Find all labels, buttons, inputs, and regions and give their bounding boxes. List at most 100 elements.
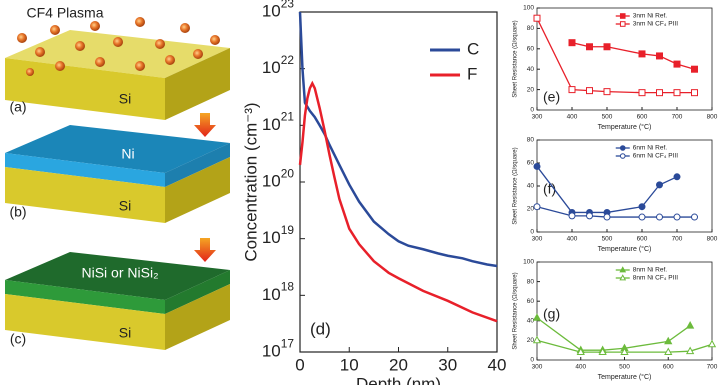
panel-label: (c) — [10, 331, 26, 347]
chart: 0 10 20 30 401017101810191020102110221023Dep… — [241, 0, 506, 385]
marker — [603, 43, 611, 51]
marker — [656, 213, 663, 221]
marker — [586, 87, 593, 95]
arrow — [194, 238, 216, 262]
y-axis-label: Sheet Resistance (Ω/square) — [513, 20, 519, 97]
marker — [656, 89, 663, 97]
legend-label: 3nm Ni Ref. — [633, 13, 668, 20]
marker — [673, 89, 681, 97]
marker — [638, 203, 646, 211]
series-line — [298, 11, 498, 268]
marker — [620, 347, 629, 356]
marker — [586, 212, 593, 220]
y-axis-label: Sheet Resistance (Ω/square) — [513, 272, 519, 349]
x-tick-label: 800 — [707, 114, 718, 121]
x-tick-label: 600 — [637, 114, 648, 121]
marker — [656, 52, 663, 60]
x-tick-label: 400 — [575, 364, 586, 371]
legend-label: 6nm Ni CF₄ PIII — [633, 153, 678, 160]
y-tick-label: 60 — [527, 46, 535, 53]
marker — [598, 347, 607, 356]
marker — [691, 213, 698, 221]
marker — [691, 65, 698, 73]
y-tick-label: 20 — [527, 86, 535, 93]
marker — [638, 213, 646, 221]
marker — [619, 145, 626, 151]
y-tick-label: 20 — [527, 206, 535, 213]
y-tick-label: 40 — [527, 183, 535, 190]
x-tick-label: 400 — [567, 236, 578, 243]
exponent: 20 — [281, 166, 295, 180]
panel-label: (d) — [310, 319, 331, 338]
x-tick-label: 300 — [532, 114, 543, 121]
marker — [673, 173, 681, 181]
marker — [664, 347, 673, 356]
panel-label: (e) — [543, 89, 560, 105]
marker — [533, 203, 541, 211]
x-tick-label: 500 — [602, 236, 613, 243]
y-tick-label: 80 — [527, 25, 535, 32]
y-tick-label: 1021 — [262, 110, 295, 134]
y-tick-label: 20 — [527, 337, 535, 344]
marker — [619, 13, 626, 19]
marker — [532, 313, 542, 321]
x-tick-label: 700 — [707, 364, 718, 371]
marker — [685, 321, 695, 329]
y-tick-label: 40 — [527, 66, 535, 73]
plot-frame — [299, 11, 498, 353]
legend-label: C — [467, 39, 479, 58]
legend-label: 3nm Ni CF₄ PIII — [633, 21, 678, 28]
y-tick-label: 0 — [530, 229, 534, 236]
marker — [532, 335, 542, 344]
series-line — [298, 80, 498, 323]
marker — [673, 213, 681, 221]
arrow — [194, 113, 216, 137]
exponent: 22 — [281, 53, 295, 67]
series-line — [536, 166, 678, 214]
chart: 300 400 500 600 700 800 0 20 40 60 80 Temperature (… — [513, 137, 718, 253]
series-line — [536, 317, 691, 351]
x-tick-label: 700 — [672, 114, 683, 121]
x-tick-label: 300 — [532, 236, 543, 243]
y-tick-label: 80 — [527, 278, 535, 285]
marker — [533, 14, 541, 22]
plot-frame — [536, 139, 713, 233]
marker — [533, 162, 541, 170]
exponent: 19 — [281, 223, 295, 237]
panel-label: (f) — [543, 181, 556, 197]
x-axis-label: Temperature (°C) — [598, 245, 652, 253]
slab-c: NiSi or NiSi₂ Si (c) — [5, 252, 230, 350]
legend-label: 8nm Ni Ref. — [633, 267, 668, 274]
chart: 300 400 500 600 700 0 20 40 60 80 100 Temperature (… — [513, 259, 718, 381]
y-tick-label: 100 — [523, 259, 534, 266]
diagram: CF4 Plasma Si (a) Ni Si (b) — [5, 5, 230, 350]
x-tick-label: 0 — [295, 355, 304, 374]
x-tick-label: 20 — [389, 355, 408, 374]
slab-a: Si (a) — [5, 17, 230, 120]
y-tick-label: 100 — [523, 5, 534, 12]
y-axis-label: Concentration (cm⁻³) — [241, 102, 260, 261]
layer-label: NiSi or NiSi₂ — [82, 265, 159, 281]
y-tick-label: 1019 — [262, 223, 295, 247]
x-tick-label: 700 — [672, 236, 683, 243]
y-tick-label: 60 — [527, 160, 535, 167]
marker — [638, 89, 646, 97]
marker — [638, 50, 646, 58]
y-tick-label: 1023 — [262, 0, 295, 20]
x-tick-label: 40 — [488, 355, 507, 374]
exponent: 21 — [281, 110, 295, 124]
y-tick-label: 1017 — [262, 336, 295, 360]
marker — [656, 181, 663, 189]
layer-label: Ni — [121, 146, 134, 162]
x-tick-label: 600 — [663, 364, 674, 371]
y-tick-label: 0 — [530, 357, 534, 364]
marker — [685, 346, 695, 355]
y-tick-label: 0 — [530, 107, 534, 114]
marker — [673, 60, 681, 68]
slab-b: Ni Si (b) — [5, 125, 230, 223]
layer-label: Si — [119, 325, 131, 341]
marker — [619, 274, 627, 281]
marker — [603, 88, 611, 96]
panel-label: (a) — [9, 99, 26, 115]
